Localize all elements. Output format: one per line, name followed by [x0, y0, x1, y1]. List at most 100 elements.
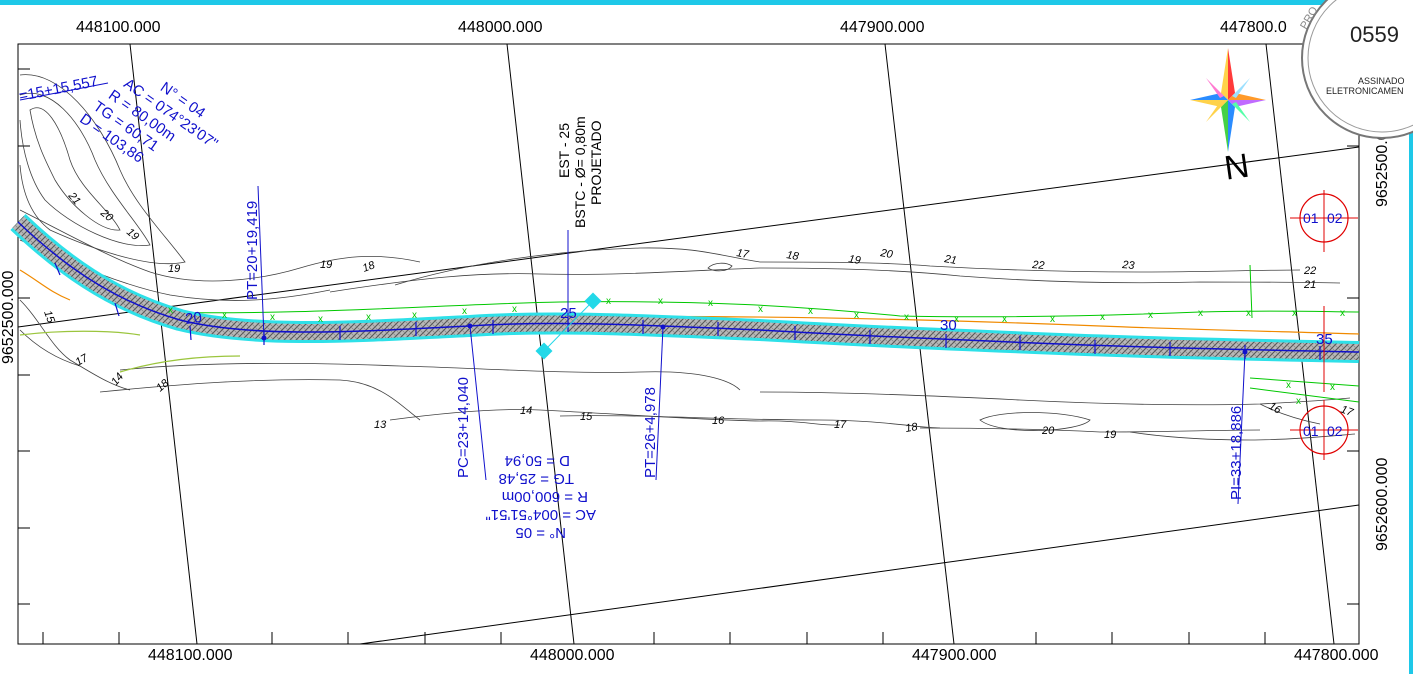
- svg-text:19: 19: [847, 253, 861, 267]
- culvert-annotation: EST - 25 BSTC - Ø= 0,80m PROJETADO: [556, 116, 604, 228]
- contour-lines: [19, 74, 1356, 441]
- grid-x-label-bottom: 447800.000: [1294, 647, 1379, 664]
- svg-text:x: x: [168, 305, 173, 316]
- svg-text:x: x: [854, 310, 859, 321]
- chainage-30: 30: [940, 317, 957, 334]
- section-label-left: 01: [1303, 210, 1319, 226]
- svg-text:x: x: [462, 306, 467, 317]
- svg-text:17: 17: [735, 247, 750, 261]
- stamp-number: 0559: [1350, 22, 1399, 47]
- right-frame-bar: [1409, 118, 1413, 674]
- section-label-right: 02: [1327, 423, 1343, 439]
- section-marker-upper[interactable]: 01 02: [1290, 190, 1358, 252]
- culvert-type: BSTC - Ø= 0,80m: [572, 116, 588, 228]
- fence-x-markers: x x x x x x x x x x x x x x x x x x x x x x x x x x x: [168, 296, 1345, 407]
- station-label-15: =15+15,557: [18, 73, 100, 105]
- grid-x-label-top: 448000.000: [458, 19, 543, 36]
- svg-text:x: x: [1198, 308, 1203, 319]
- svg-text:13: 13: [374, 419, 387, 431]
- svg-text:20: 20: [1041, 425, 1055, 437]
- chainage-20: 20: [184, 309, 203, 328]
- svg-text:15: 15: [41, 309, 57, 325]
- svg-text:22: 22: [1031, 259, 1045, 272]
- svg-text:x: x: [1246, 308, 1251, 319]
- grid-x-label-top: 448100.000: [76, 19, 161, 36]
- svg-text:14: 14: [520, 405, 532, 417]
- contour-labels-upper: 21 20 19 19 19 18 17 18 19 20 21 22 23 2…: [65, 189, 1316, 291]
- svg-text:17: 17: [1339, 404, 1355, 420]
- svg-text:21: 21: [942, 253, 957, 267]
- north-arrow-icon: N: [1190, 48, 1266, 188]
- svg-text:14: 14: [109, 371, 126, 388]
- curve-5-n: N° = 05: [515, 524, 566, 541]
- section-marker-lower[interactable]: 01 02: [1290, 400, 1358, 460]
- svg-text:x: x: [658, 296, 663, 307]
- svg-text:x: x: [1340, 308, 1345, 319]
- stamp-line1: ASSINADO: [1358, 76, 1405, 86]
- curve-5-ac: AC = 004°51'51": [485, 506, 596, 523]
- svg-text:x: x: [270, 312, 275, 323]
- fence-lines: [149, 264, 1360, 403]
- grid-x-label-bottom: 448100.000: [148, 647, 233, 664]
- svg-text:x: x: [606, 296, 611, 307]
- svg-text:15: 15: [580, 411, 593, 423]
- station-label-pi33: PI=33+18,886: [1228, 406, 1245, 500]
- svg-text:x: x: [1002, 314, 1007, 325]
- svg-text:x: x: [318, 314, 323, 325]
- svg-text:22: 22: [1303, 265, 1316, 277]
- svg-text:21: 21: [1303, 279, 1316, 291]
- svg-text:19: 19: [320, 259, 332, 271]
- terrain-edges: [19, 330, 241, 373]
- grid-x-label-top: 447800.0: [1220, 19, 1287, 36]
- svg-text:x: x: [808, 306, 813, 317]
- svg-text:x: x: [1296, 396, 1301, 407]
- svg-text:21: 21: [65, 189, 83, 207]
- top-frame-bar: [0, 0, 1413, 5]
- grid-x-label-bottom: 448000.000: [530, 647, 615, 664]
- svg-text:x: x: [904, 312, 909, 323]
- svg-text:x: x: [1330, 382, 1335, 393]
- curve-4-table: N° = 04 AC = 074°23'07" R = 80,00m TG = …: [76, 75, 220, 166]
- station-label-pt20: PT=20+19,419: [244, 201, 261, 300]
- svg-text:x: x: [1100, 312, 1105, 323]
- svg-text:19: 19: [124, 226, 141, 243]
- svg-text:x: x: [708, 298, 713, 309]
- svg-text:x: x: [1050, 314, 1055, 325]
- svg-text:x: x: [512, 304, 517, 315]
- svg-text:x: x: [954, 314, 959, 325]
- svg-text:17: 17: [834, 419, 847, 431]
- section-label-left: 01: [1303, 423, 1319, 439]
- curve-5-tg: TG = 25,48: [499, 470, 574, 487]
- svg-text:18: 18: [904, 421, 919, 435]
- signature-stamp: 0559 ASSINADO ELETRONICAMEN PRO: [1298, 0, 1413, 139]
- svg-text:x: x: [1148, 310, 1153, 321]
- station-leader-lines: [19, 82, 1246, 505]
- svg-text:18: 18: [361, 259, 377, 275]
- svg-text:23: 23: [1121, 259, 1136, 272]
- north-label: N: [1222, 147, 1252, 188]
- culvert-line: [543, 300, 594, 352]
- svg-text:x: x: [1292, 308, 1297, 319]
- road-axis[interactable]: [17, 221, 1360, 353]
- axis-station-ticks: [54, 262, 1321, 360]
- stamp-line2: ELETRONICAMEN: [1326, 86, 1404, 96]
- svg-text:19: 19: [1104, 429, 1116, 441]
- svg-text:x: x: [222, 310, 227, 321]
- grid-x-label-bottom: 447900.000: [912, 647, 997, 664]
- svg-text:20: 20: [878, 247, 894, 261]
- grid-x-label-top: 447900.000: [840, 19, 925, 36]
- svg-text:20: 20: [97, 206, 116, 224]
- culvert-status: PROJETADO: [588, 120, 604, 205]
- chainage-25: 25: [560, 305, 577, 322]
- section-label-right: 02: [1327, 210, 1343, 226]
- svg-text:16: 16: [712, 415, 725, 427]
- curve-5-r: R = 600,00m: [502, 488, 588, 505]
- culvert-station: EST - 25: [556, 123, 572, 178]
- curve-5-table: N° = 05 AC = 004°51'51" R = 600,00m TG =…: [485, 452, 596, 541]
- svg-text:x: x: [412, 310, 417, 321]
- svg-text:x: x: [758, 304, 763, 315]
- svg-text:x: x: [366, 312, 371, 323]
- station-label-pt26: PT=26+4,978: [642, 387, 659, 478]
